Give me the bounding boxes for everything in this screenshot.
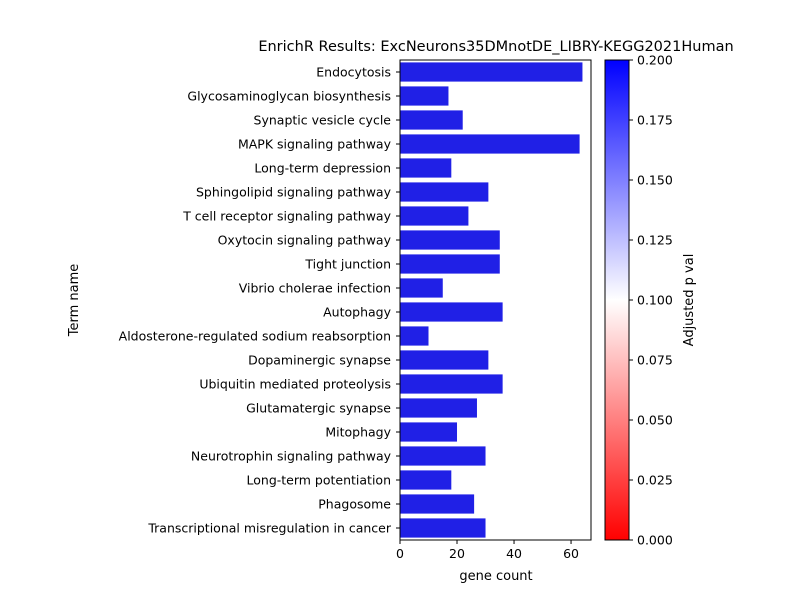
x-axis-label: gene count: [459, 569, 532, 584]
colorbar-tick-label: 0.050: [637, 413, 673, 428]
bar: [400, 110, 463, 130]
bar: [400, 518, 486, 538]
y-tick-label: Phagosome: [318, 497, 391, 512]
bar: [400, 422, 458, 442]
y-tick-label: Oxytocin signaling pathway: [218, 233, 392, 248]
bar: [400, 398, 477, 418]
y-tick-label: Aldosterone-regulated sodium reabsorptio…: [119, 329, 391, 344]
y-tick-label: Autophagy: [323, 305, 391, 320]
bar: [400, 350, 489, 370]
x-tick-label: 40: [506, 546, 522, 561]
y-tick-label: Sphingolipid signaling pathway: [196, 185, 392, 200]
bar: [400, 470, 452, 490]
bar: [400, 206, 469, 226]
bars-layer: [400, 62, 583, 538]
x-tick-labels: 0 20 40 60: [396, 540, 579, 561]
y-tick-label: Long-term potentiation: [247, 473, 392, 488]
y-tick-label: Synaptic vesicle cycle: [254, 113, 392, 128]
plot-frame: [399, 59, 592, 541]
y-tick-label: Long-term depression: [254, 161, 391, 176]
y-tick-label: Glycosaminoglycan biosynthesis: [187, 89, 391, 104]
colorbar-ticks: 0.000 0.025 0.050 0.075 0.100 0.125 0.150 0.175…: [629, 53, 673, 548]
bar: [400, 494, 475, 514]
colorbar-tick-label: 0.175: [637, 113, 673, 128]
colorbar-label: Adjusted p val: [682, 254, 697, 347]
bar: [400, 158, 452, 178]
colorbar-tick-label: 0.200: [637, 53, 673, 68]
y-axis-label: Term name: [67, 264, 82, 338]
y-tick-label: Neurotrophin signaling pathway: [191, 449, 392, 464]
bar: [400, 446, 486, 466]
colorbar-tick-label: 0.075: [637, 353, 673, 368]
colorbar-tick-label: 0.025: [637, 473, 673, 488]
y-tick-label: MAPK signaling pathway: [238, 137, 392, 152]
y-tick-label: Mitophagy: [325, 425, 391, 440]
colorbar-tick-label: 0.100: [637, 293, 673, 308]
y-tick-label: Dopaminergic synapse: [248, 353, 391, 368]
bar: [400, 326, 429, 346]
y-tick-labels: Endocytosis Glycosaminoglycan biosynthesi…: [119, 65, 400, 536]
y-tick-label: T cell receptor signaling pathway: [182, 209, 391, 224]
x-tick-label: 20: [449, 546, 465, 561]
y-tick-label: Tight junction: [304, 257, 391, 272]
colorbar: [604, 59, 630, 541]
bar: [400, 374, 503, 394]
colorbar-tick-label: 0.000: [637, 533, 673, 548]
x-tick-label: 60: [563, 546, 579, 561]
bar: [400, 86, 449, 106]
y-tick-label: Vibrio cholerae infection: [239, 281, 391, 296]
colorbar-tick-label: 0.150: [637, 173, 673, 188]
bar: [400, 182, 489, 202]
bar: [400, 302, 503, 322]
bar: [400, 278, 443, 298]
chart-title: EnrichR Results: ExcNeurons35DMnotDE_LIB…: [258, 39, 733, 55]
y-tick-label: Glutamatergic synapse: [246, 401, 391, 416]
bar: [400, 62, 583, 82]
colorbar-tick-label: 0.125: [637, 233, 673, 248]
x-tick-label: 0: [396, 546, 404, 561]
y-tick-label: Transcriptional misregulation in cancer: [147, 521, 392, 536]
y-tick-label: Endocytosis: [316, 65, 391, 80]
bar: [400, 134, 580, 154]
bar: [400, 254, 500, 274]
bar: [400, 230, 500, 250]
y-tick-label: Ubiquitin mediated proteolysis: [199, 377, 391, 392]
